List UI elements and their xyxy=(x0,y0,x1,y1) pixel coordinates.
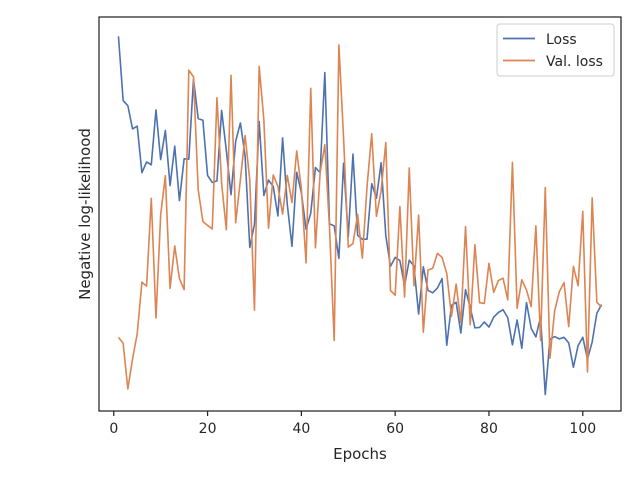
x-axis-label: Epochs xyxy=(333,445,387,463)
x-tick-label: 0 xyxy=(109,421,118,437)
legend-label-val-loss: Val. loss xyxy=(546,54,603,70)
x-tick-label: 60 xyxy=(386,421,404,437)
x-tick-label: 100 xyxy=(569,421,596,437)
legend-box xyxy=(496,23,615,77)
x-axis-ticks: 0 20 40 60 80 100 xyxy=(109,411,596,437)
y-axis-label: Negative log-likelihood xyxy=(76,128,94,300)
x-tick-label: 80 xyxy=(480,421,498,437)
x-tick-label: 40 xyxy=(292,421,310,437)
series-line-val-loss xyxy=(117,44,603,390)
x-tick-label: 20 xyxy=(199,421,217,437)
legend-label-loss: Loss xyxy=(546,32,577,48)
series-layer xyxy=(117,36,603,396)
legend: Loss Val. loss xyxy=(496,23,615,77)
